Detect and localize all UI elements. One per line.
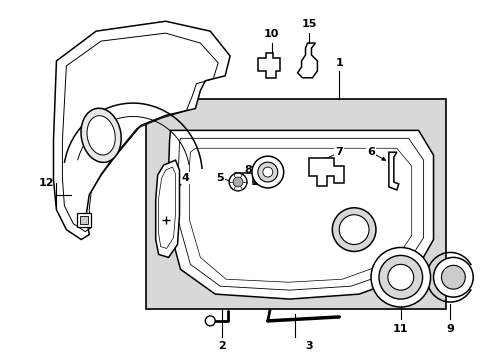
Text: 13: 13: [250, 177, 265, 187]
Text: 3: 3: [305, 341, 313, 351]
Circle shape: [441, 265, 464, 289]
Circle shape: [339, 215, 368, 244]
Text: 2: 2: [218, 341, 225, 351]
Text: 7: 7: [335, 147, 343, 157]
Polygon shape: [309, 158, 344, 186]
Circle shape: [433, 257, 472, 297]
Circle shape: [332, 208, 375, 251]
Circle shape: [233, 177, 243, 187]
Polygon shape: [155, 160, 179, 257]
Circle shape: [263, 167, 272, 177]
Polygon shape: [257, 53, 279, 78]
Text: 6: 6: [366, 147, 374, 157]
Polygon shape: [168, 130, 433, 299]
Circle shape: [378, 255, 422, 299]
Circle shape: [370, 247, 429, 307]
Text: 5: 5: [216, 173, 224, 183]
Circle shape: [257, 162, 277, 182]
Polygon shape: [388, 152, 398, 190]
Text: 1: 1: [335, 58, 343, 68]
Text: 15: 15: [301, 19, 317, 29]
Text: 9: 9: [446, 324, 453, 334]
FancyBboxPatch shape: [80, 216, 88, 224]
Circle shape: [229, 173, 246, 191]
Ellipse shape: [87, 116, 115, 155]
Ellipse shape: [81, 108, 121, 162]
Text: 4: 4: [181, 173, 189, 183]
Circle shape: [387, 264, 413, 290]
Text: 11: 11: [392, 324, 407, 334]
Text: 10: 10: [264, 29, 279, 39]
Polygon shape: [53, 21, 230, 239]
FancyBboxPatch shape: [145, 99, 446, 309]
Text: 14: 14: [68, 213, 84, 223]
Text: 12: 12: [39, 178, 54, 188]
Polygon shape: [297, 43, 317, 78]
FancyBboxPatch shape: [77, 213, 91, 227]
Circle shape: [251, 156, 283, 188]
Text: 8: 8: [244, 165, 251, 175]
Circle shape: [205, 316, 215, 326]
